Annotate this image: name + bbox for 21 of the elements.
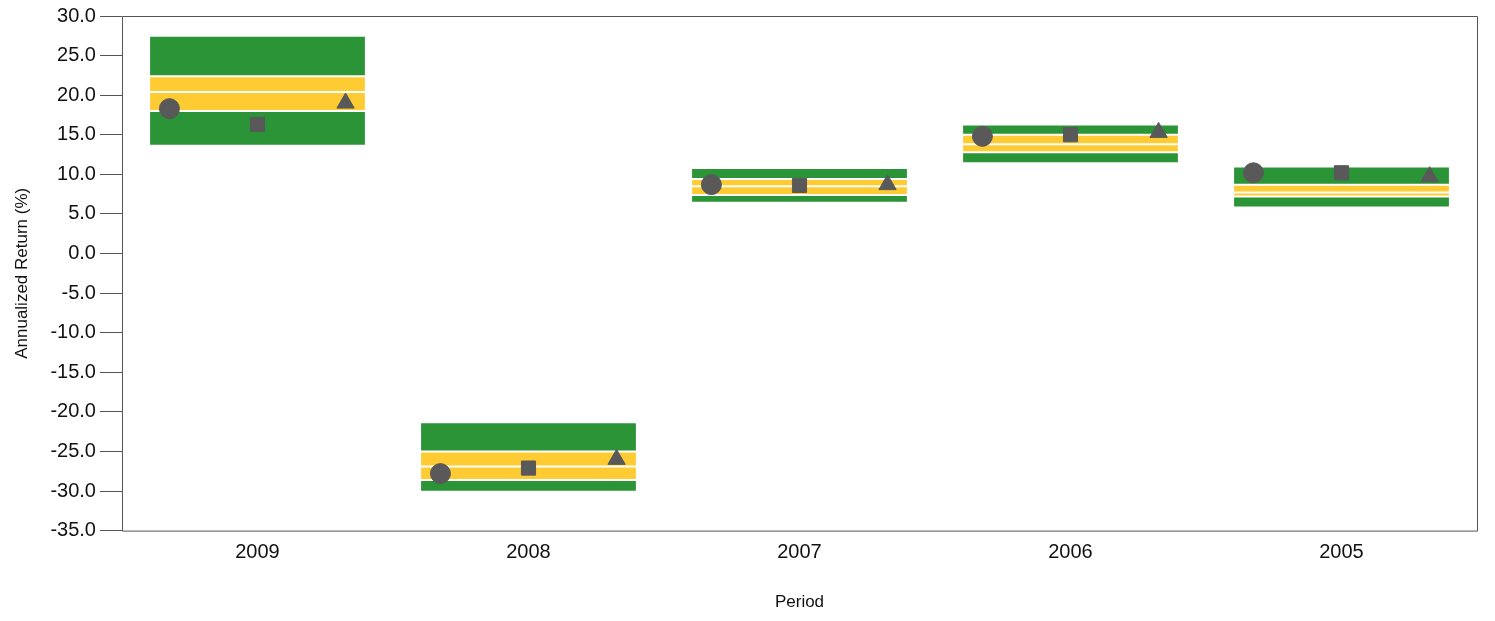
y-tick-label: 15.0 <box>57 122 96 145</box>
y-tick-label: 25.0 <box>57 43 96 66</box>
x-tick-label: 2008 <box>506 540 551 563</box>
y-tick-label: -30.0 <box>50 478 96 501</box>
x-tick-label: 2009 <box>235 540 280 563</box>
y-tick-label: 20.0 <box>57 82 96 105</box>
x-tick-label: 2005 <box>1319 540 1364 563</box>
y-tick-label: 30.0 <box>57 3 96 26</box>
x-axis-title: Period <box>774 592 825 612</box>
y-tick-label: -15.0 <box>50 359 96 382</box>
y-axis-title: Annualized Return (%) <box>11 187 31 359</box>
y-tick-label: 5.0 <box>68 201 96 224</box>
y-tick-label: 0.0 <box>68 241 96 264</box>
y-tick-label: 10.0 <box>57 161 96 184</box>
y-tick-label: -10.0 <box>50 320 96 343</box>
y-tick-label: -20.0 <box>50 399 96 422</box>
y-tick-label: -35.0 <box>50 518 96 541</box>
x-tick-label: 2006 <box>1048 540 1093 563</box>
y-tick-label: -5.0 <box>61 280 96 303</box>
x-tick-label: 2007 <box>777 540 822 563</box>
y-tick-label: -25.0 <box>50 438 96 461</box>
